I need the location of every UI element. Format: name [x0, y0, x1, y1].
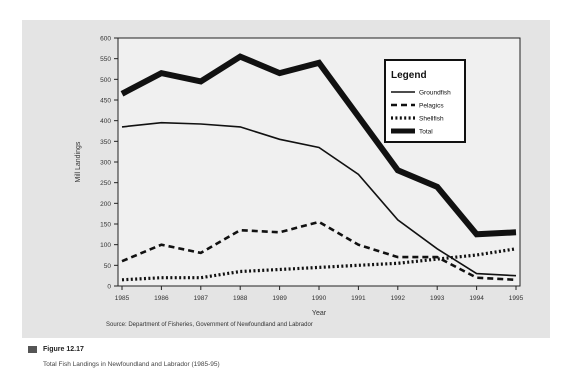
legend-box — [384, 59, 466, 143]
y-tick-label: 400 — [100, 118, 111, 125]
y-tick-label: 100 — [100, 242, 111, 249]
y-tick-label: 550 — [100, 56, 111, 63]
x-tick-label: 1993 — [430, 295, 445, 302]
y-tick-label: 500 — [100, 77, 111, 84]
y-tick-label: 350 — [100, 139, 111, 146]
x-tick-label: 1985 — [115, 295, 130, 302]
legend-title: Legend — [391, 70, 427, 81]
figure-caption: Figure 12.17 — [28, 346, 84, 353]
y-tick-label: 250 — [100, 180, 111, 187]
y-tick-label: 300 — [100, 160, 111, 167]
legend-label-pelagics: Pelagics — [419, 103, 444, 110]
series-line-groundfish — [121, 121, 517, 277]
y-tick-label: 600 — [100, 36, 111, 43]
y-tick-label: 0 — [107, 284, 111, 291]
x-tick-label: 1992 — [391, 295, 406, 302]
source-note: Source: Department of Fisheries, Governm… — [106, 322, 313, 328]
y-tick-label: 150 — [100, 222, 111, 229]
y-axis-label: Mill Landings — [75, 141, 82, 182]
legend-label-groundfish: Groundfish — [419, 90, 451, 97]
legend-label-shellfish: Shellfish — [419, 116, 444, 123]
figure-square-icon — [28, 346, 37, 353]
x-tick-label: 1989 — [272, 295, 287, 302]
y-tick-label: 200 — [100, 201, 111, 208]
x-tick-label: 1991 — [351, 295, 366, 302]
y-axis: 0 50 100 150 200 250 300 350 400 450 500 550 600 — [100, 36, 118, 291]
series-group — [120, 53, 517, 282]
y-tick-label: 50 — [104, 263, 112, 270]
x-tick-label: 1988 — [233, 295, 248, 302]
line-chart: 0 50 100 150 200 250 300 350 400 450 500 550 600 198… — [75, 36, 524, 318]
x-axis: 1985 1986 1987 1988 1989 1990 1991 1992 1993 1994… — [115, 286, 524, 302]
x-tick-label: 1995 — [509, 295, 524, 302]
chart-panel: 0 50 100 150 200 250 300 350 400 450 500 550 600 198… — [22, 20, 550, 338]
figure-description: Total Fish Landings in Newfoundland and … — [43, 361, 220, 368]
legend-items: Groundfish Pelagics Shellfish Total — [391, 90, 451, 136]
x-tick-label: 1994 — [469, 295, 484, 302]
legend-label-total: Total — [419, 129, 433, 136]
figure-label: Figure 12.17 — [43, 346, 84, 353]
x-tick-label: 1986 — [154, 295, 169, 302]
x-tick-label: 1990 — [312, 295, 327, 302]
y-tick-label: 450 — [100, 98, 111, 105]
series-line-total — [120, 53, 517, 238]
x-axis-label: Year — [312, 310, 327, 317]
x-tick-label: 1987 — [194, 295, 209, 302]
legend: Legend Groundfish Pelagics Shellfish Total — [384, 59, 466, 143]
